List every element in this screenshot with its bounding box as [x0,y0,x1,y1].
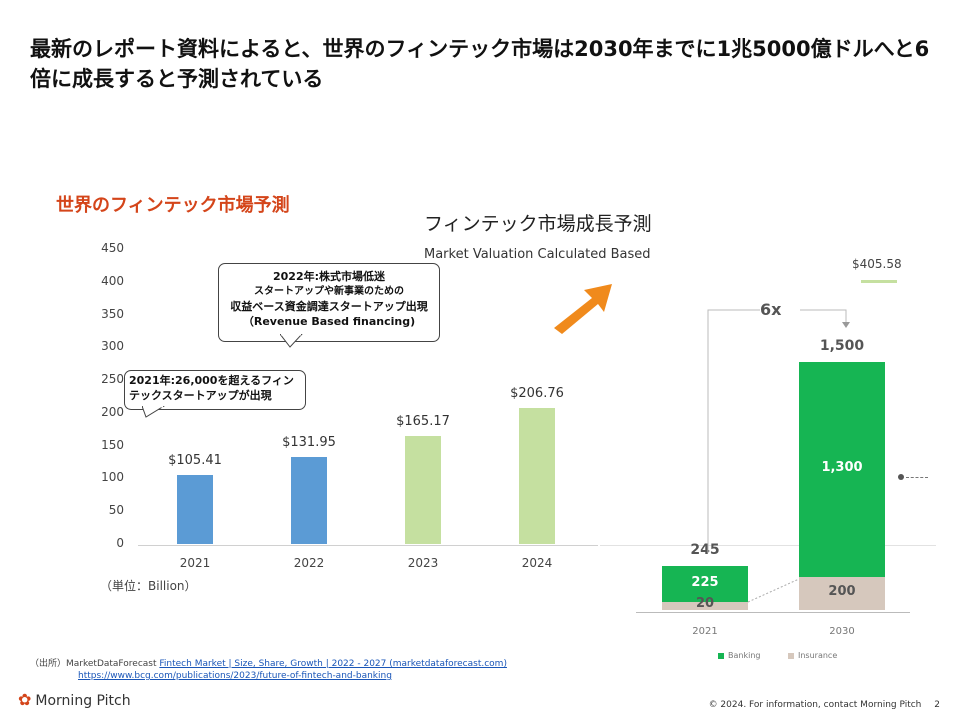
left-chart-unit: （単位：Billion） [100,579,197,593]
stack-insurance-2021 [662,602,748,610]
source-link-1[interactable]: Fintech Market | Size, Share, Growth | 2… [159,659,507,669]
stack-total-label: 1,500 [819,338,865,354]
y-tick-label: 300 [101,339,124,354]
growth-arrow-icon [554,284,612,334]
callout-2022-line3: 収益ベース資金調達スタートアップ出現 [230,300,428,313]
footer-text: © 2024. For information, contact Morning… [708,700,922,710]
bar-value-label: $206.76 [510,386,564,402]
bar-value-label: $131.95 [282,435,336,451]
y-tick-label: 200 [101,404,124,419]
bar-2023 [405,435,441,544]
stack-total-label: 245 [690,542,720,558]
callout-2021-pointer [142,406,165,418]
bar-2021 [177,474,213,544]
banking-value-label: 225 [691,575,719,590]
legend-insurance-swatch [788,652,794,659]
stack-banking-2021 [662,566,748,602]
logo-mark-icon: ✿ [18,690,32,709]
y-tick-label: 450 [101,241,124,255]
y-tick-label: 250 [101,372,124,387]
stacked-x-tick-label: 2021 [692,626,718,637]
insurance-value-label: 200 [828,584,856,600]
partial-series-line [861,280,897,283]
growth-multiplier: 6x [760,300,782,319]
legend-banking: Banking [718,651,760,660]
callout-2022-line2: スタートアップや新事業のための [254,286,404,297]
y-tick-label: 150 [101,437,124,452]
y-tick-label: 50 [108,503,124,518]
y-tick-label: 0 [116,536,124,550]
source-link-2[interactable]: https://www.bcg.com/publications/2023/fu… [78,671,392,681]
legend-insurance-label: Insurance [798,651,838,660]
banking-value-label: 1,300 [821,460,863,476]
indicator-dot [898,474,904,480]
x-tick-label: 2021 [179,556,211,570]
bar-2024 [519,408,555,544]
callout-2022-line1: 2022年:株式市場低迷 [272,270,385,283]
left-chart-heading: 世界のフィンテック市場予測 [56,195,290,216]
legend-banking-label: Banking [728,651,761,660]
stacked-x-axis [636,612,910,613]
callout-2021-line1: 2021年:26,000を超えるフィン [129,374,294,387]
y-tick-label: 400 [101,273,124,288]
callout-2022-pointer [280,334,303,348]
logo-text: Morning Pitch [35,693,131,709]
x-tick-label: 2023 [407,556,439,570]
indicator-dash [906,477,928,478]
x-tick-label: 2022 [293,556,325,570]
bar-value-label: $165.17 [396,413,450,429]
page-title: 最新のレポート資料によると、世界のフィンテック市場は2030年までに1兆5000… [30,37,930,91]
y-tick-label: 350 [101,306,124,321]
partial-value-label: $405.58 [852,257,902,271]
legend-banking-swatch [718,652,724,659]
stack-banking-2030 [799,362,885,577]
callout-2022-line4: （Revenue Based financing) [242,315,416,328]
x-axis-line [138,545,598,546]
legend-insurance: Insurance [788,651,837,660]
stacked-grid-line [600,545,936,546]
page-number: 2 [934,700,940,710]
callout-2021: 2021年:26,000を超えるフィン テックスタートアップが出現 [124,370,306,410]
bar-value-label: $105.41 [168,452,222,468]
growth-bracket [707,309,850,553]
y-tick-label: 100 [101,470,124,485]
insurance-value-label: 20 [695,596,715,611]
right-chart-subheading: Market Valuation Calculated Based [424,247,651,262]
source-prefix: （出所）MarketDataForecast [30,659,157,669]
source-citation: （出所）MarketDataForecast Fintech Market | … [30,658,507,682]
bar-2022 [291,457,327,544]
callout-2022: 2022年:株式市場低迷 スタートアップや新事業のための 収益ベース資金調達スタ… [218,263,440,342]
x-tick-label: 2024 [521,556,553,570]
morning-pitch-logo: ✿ Morning Pitch [18,690,131,709]
footer-copyright: © 2024. For information, contact Morning… [709,700,940,710]
stacked-x-tick-label: 2030 [829,626,855,637]
right-chart-heading: フィンテック市場成長予測 [424,213,652,235]
callout-2021-line2: テックスタートアップが出現 [129,389,272,402]
stack-insurance-2030 [799,576,885,610]
